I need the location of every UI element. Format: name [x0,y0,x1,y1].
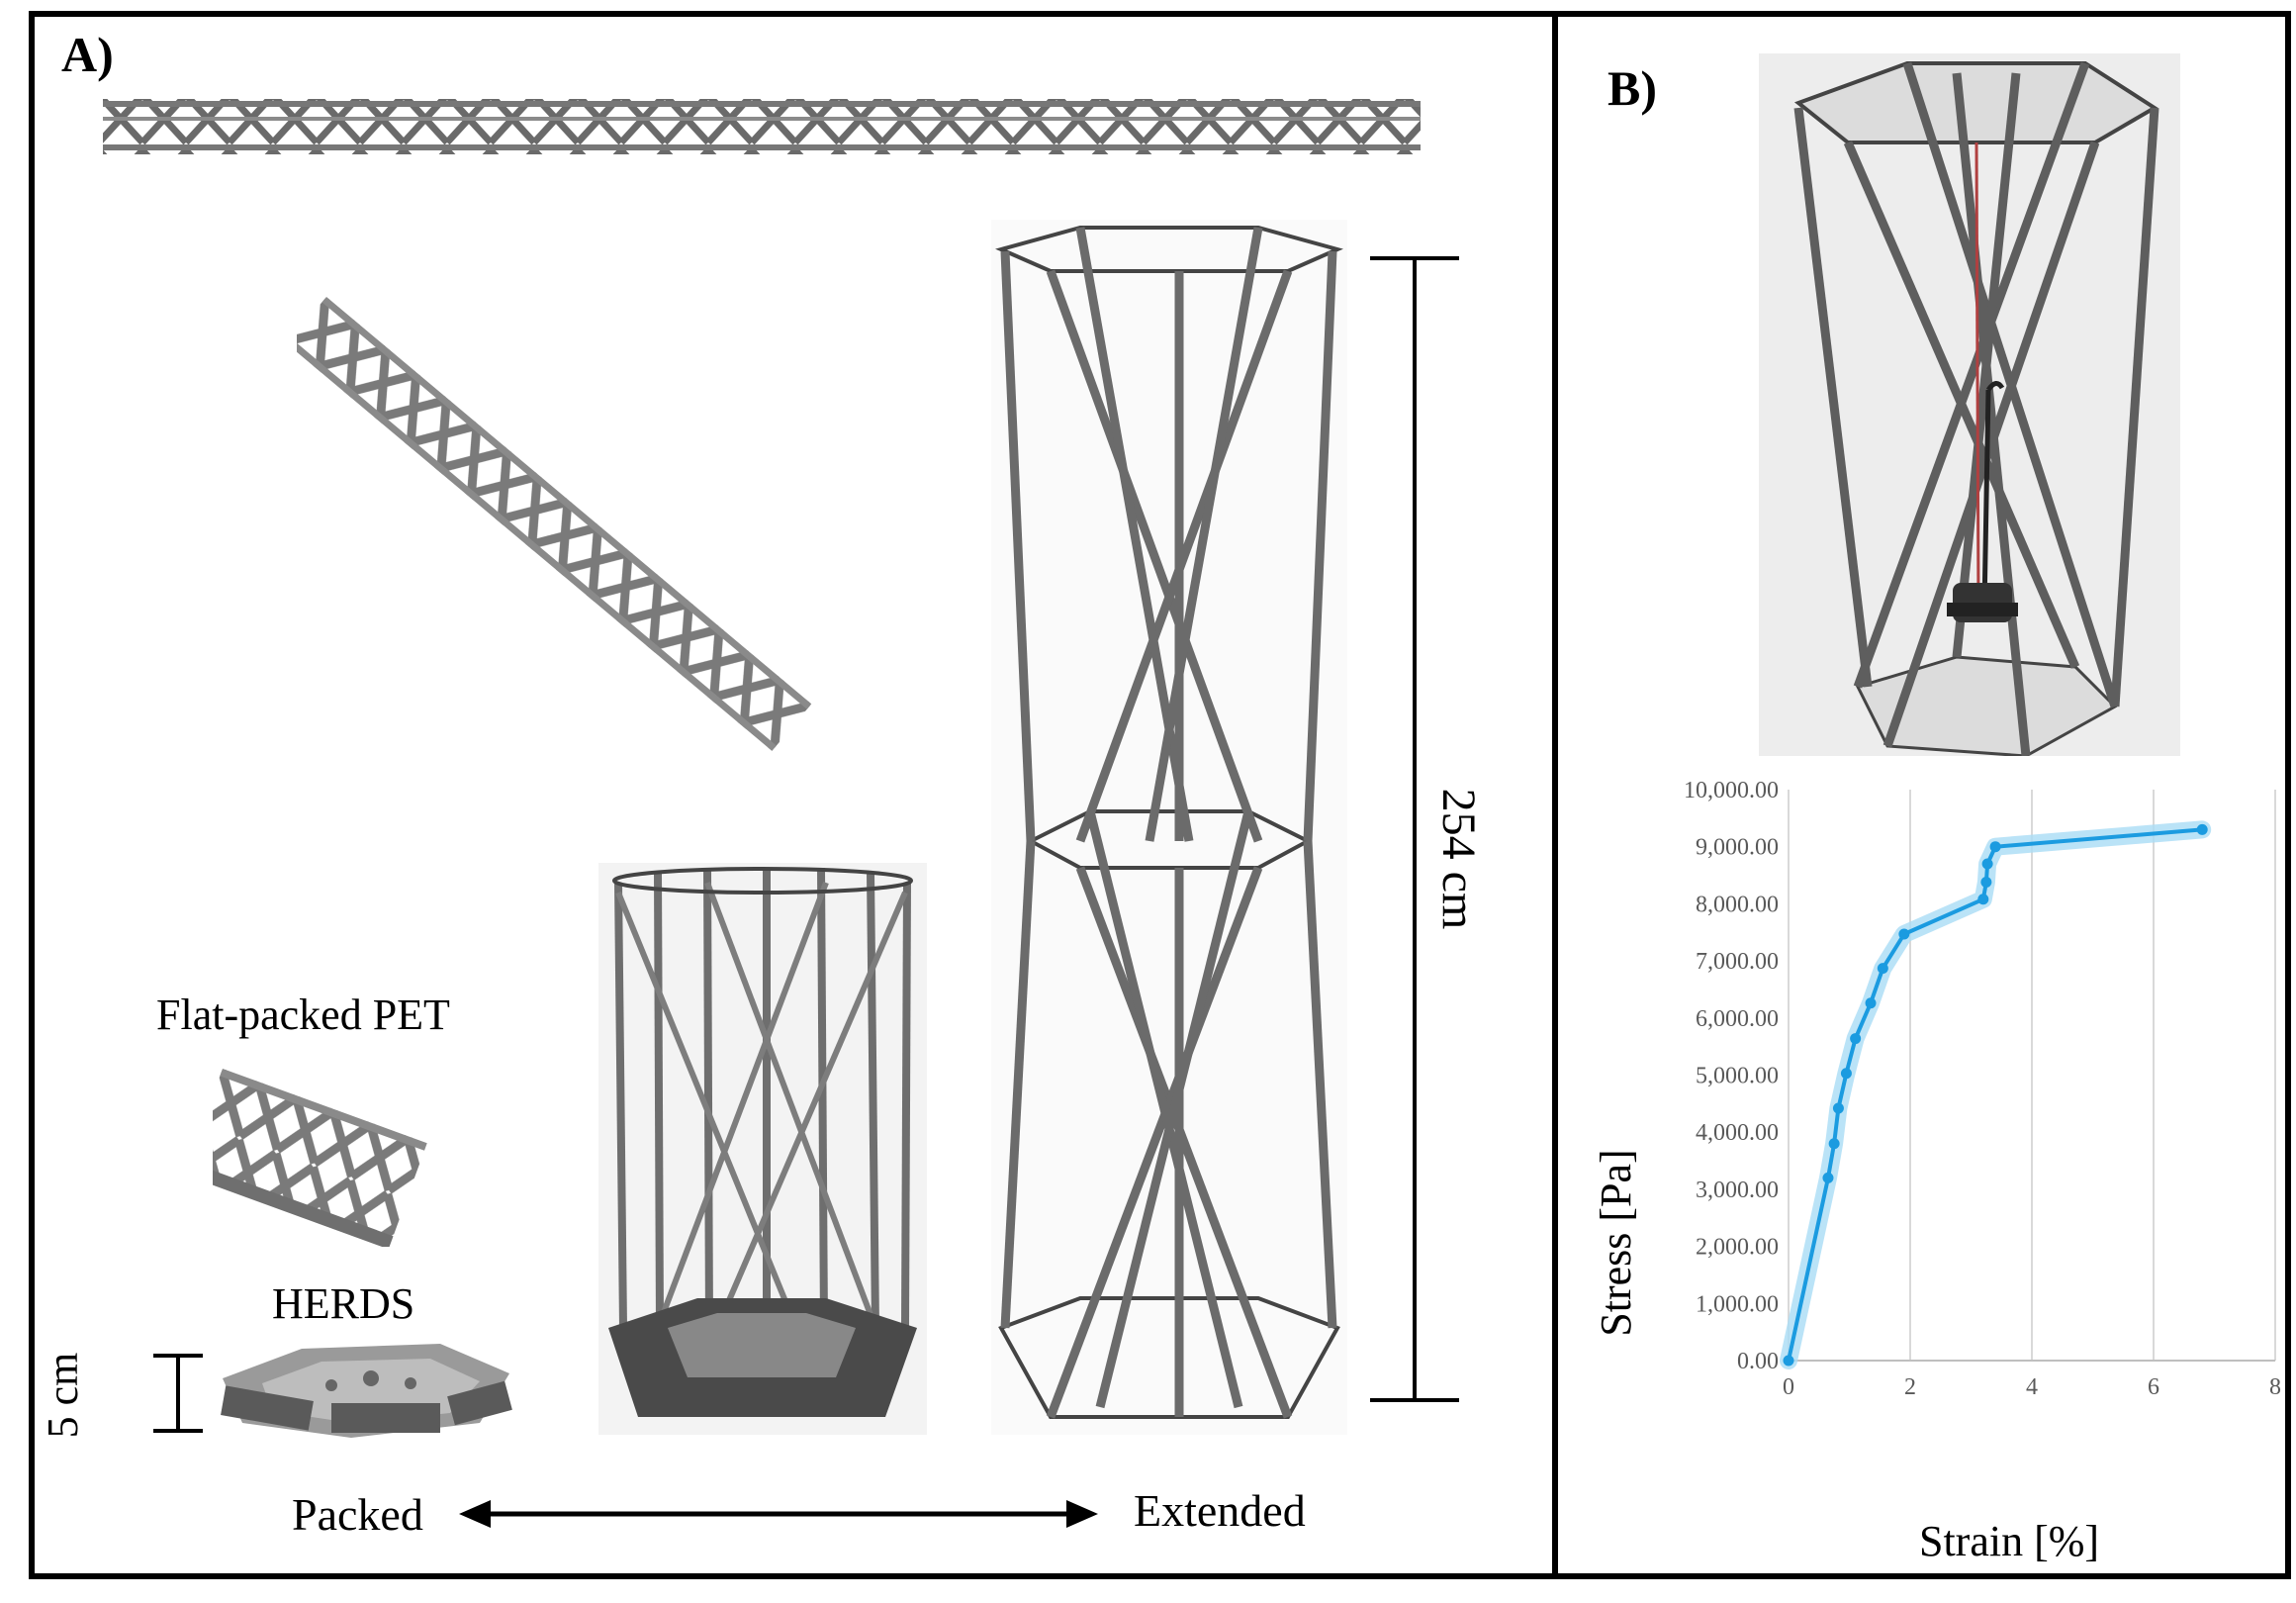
series-line [1787,827,2203,1362]
extended-tower-photo [991,220,1347,1435]
extended-label: Extended [1134,1485,1306,1536]
small-scale-label: 5 cm [39,1352,87,1439]
x-tick-label: 2 [1904,1374,1916,1400]
x-tick-label: 8 [2269,1374,2281,1400]
y-tick-label: 2,000.00 [1696,1235,1779,1261]
y-axis-label: Stress [Pa] [1592,1149,1640,1336]
data-point [1898,928,1910,940]
herds-photo [221,1344,512,1438]
large-scale-label: 254 cm [1432,788,1485,930]
data-point [1822,1172,1834,1183]
series-band [1780,820,2212,1369]
load-test-photo [1759,53,2180,756]
y-tick-label: 6,000.00 [1696,1006,1779,1032]
data-point [1783,1355,1794,1367]
y-tick-label: 5,000.00 [1696,1064,1779,1089]
x-tick-label: 4 [2026,1374,2038,1400]
y-tick-label: 1,000.00 [1696,1291,1779,1317]
chart-grid [1909,790,2276,1361]
packed-label: Packed [292,1489,423,1540]
y-tick-label: 4,000.00 [1696,1120,1779,1146]
data-point [1981,858,1993,870]
chart-axes [1788,790,2275,1362]
diagonal-strip-photo [297,296,812,751]
data-point [1840,1068,1852,1080]
x-axis-label: Strain [%] [1919,1517,2099,1565]
data-point [1828,1138,1840,1150]
flat-packed-photo [213,1069,427,1247]
chart-y-ticks: 0.00 1,000.00 2,000.00 3,000.00 4,000.00 5,00… [1684,782,1779,1374]
data-point [1832,1102,1844,1114]
y-tick-label: 8,000.00 [1696,892,1779,917]
x-tick-label: 0 [1783,1374,1794,1400]
data-point [1877,963,1888,975]
data-point [1980,876,1992,888]
herds-caption: HERDS [272,1279,415,1328]
data-point [1977,894,1989,905]
large-scale-bar [1370,256,1459,1402]
series-points [1783,823,2208,1367]
flat-packed-caption: Flat-packed PET [156,990,450,1039]
packed-extended-arrow [459,1500,1098,1528]
panel-b-label: B) [1607,60,1657,116]
stress-strain-chart: 0.00 1,000.00 2,000.00 3,000.00 4,000.00 5,00… [1592,782,2281,1565]
panel-b-frame [1552,11,2291,1579]
y-tick-label: 10,000.00 [1684,782,1779,803]
y-tick-label: 9,000.00 [1696,835,1779,861]
y-tick-label: 3,000.00 [1696,1178,1779,1203]
y-tick-label: 7,000.00 [1696,949,1779,975]
small-scale-bar [153,1354,203,1433]
data-point [1850,1033,1862,1045]
top-strip-photo [103,99,1421,154]
y-tick-label: 0.00 [1737,1349,1779,1374]
panel-a-label: A) [61,27,114,82]
data-point [1865,997,1877,1009]
data-point [2196,823,2208,835]
x-tick-label: 6 [2148,1374,2159,1400]
chart-x-ticks: 0 2 4 6 8 [1783,1374,2281,1400]
data-point [1989,841,2001,853]
packed-tower-photo [598,863,927,1435]
